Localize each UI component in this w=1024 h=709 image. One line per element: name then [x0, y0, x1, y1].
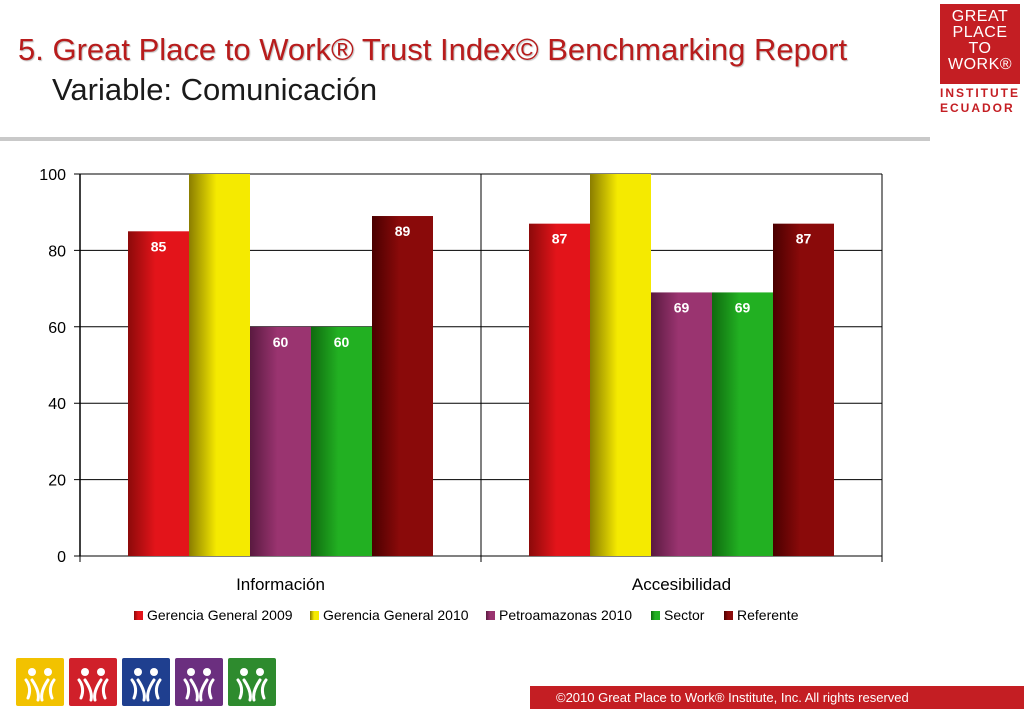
bar — [372, 216, 433, 556]
y-tick-label: 0 — [57, 549, 66, 566]
legend-label: Gerencia General 2009 — [147, 607, 293, 623]
legend-label: Petroamazonas 2010 — [499, 607, 632, 623]
legend-label: Referente — [737, 607, 799, 623]
logo-line-1: GREAT — [951, 8, 1009, 25]
people-icon-red — [69, 658, 117, 706]
y-tick-label: 40 — [48, 396, 66, 413]
y-tick-label: 60 — [48, 320, 66, 337]
data-label: 87 — [552, 231, 568, 247]
y-tick-label: 20 — [48, 473, 66, 490]
logo-subtitle: INSTITUTE ECUADOR — [940, 86, 1024, 116]
legend-swatch — [134, 611, 143, 620]
y-tick-label: 100 — [39, 167, 66, 184]
bar — [651, 292, 712, 556]
data-label: 85 — [151, 238, 167, 254]
bar — [773, 223, 834, 556]
data-label: 60 — [273, 334, 289, 350]
legend-swatch — [651, 611, 660, 620]
bar — [128, 231, 189, 557]
data-label: 69 — [735, 299, 751, 315]
data-label: 87 — [796, 231, 812, 247]
y-tick-label: 80 — [48, 243, 66, 260]
copyright-text: ©2010 Great Place to Work® Institute, In… — [556, 690, 909, 705]
bar — [712, 292, 773, 556]
gptw-logo: GREAT PLACE TO WORK® — [940, 4, 1020, 84]
bar-chart: 0 20 40 60 80 100 85 60 60 89 Información 87 69 69 87 A… — [39, 167, 883, 623]
bar — [250, 326, 311, 556]
bar — [189, 174, 250, 556]
people-icon-yellow — [16, 658, 64, 706]
people-icon-green — [228, 658, 276, 706]
page-subtitle: Variable: Comunicación — [52, 72, 378, 107]
legend-swatch — [724, 611, 733, 620]
legend-label: Sector — [664, 607, 705, 623]
page-title: 5. Great Place to Work® Trust Index© Ben… — [18, 32, 848, 67]
logo-line-4: WORK® — [947, 56, 1013, 73]
legend-label: Gerencia General 2010 — [323, 607, 469, 623]
logo-line-2: PLACE — [952, 24, 1008, 41]
x-category-label: Accesibilidad — [632, 575, 731, 594]
logo-institute: INSTITUTE — [940, 86, 1020, 100]
bar — [529, 223, 590, 556]
people-icon-purple — [175, 658, 223, 706]
data-label: 89 — [395, 223, 411, 239]
legend-swatch — [486, 611, 495, 620]
data-label: 69 — [674, 299, 690, 315]
legend-swatch — [310, 611, 319, 620]
logo-line-3: TO — [968, 40, 992, 57]
logo-ecuador: ECUADOR — [940, 101, 1015, 115]
title-divider — [0, 137, 930, 141]
x-category-label: Información — [236, 575, 325, 594]
people-icon-blue — [122, 658, 170, 706]
footer-bar: ©2010 Great Place to Work® Institute, In… — [530, 686, 1024, 709]
bar — [590, 174, 651, 556]
data-label: 60 — [334, 334, 350, 350]
bar — [311, 326, 372, 556]
